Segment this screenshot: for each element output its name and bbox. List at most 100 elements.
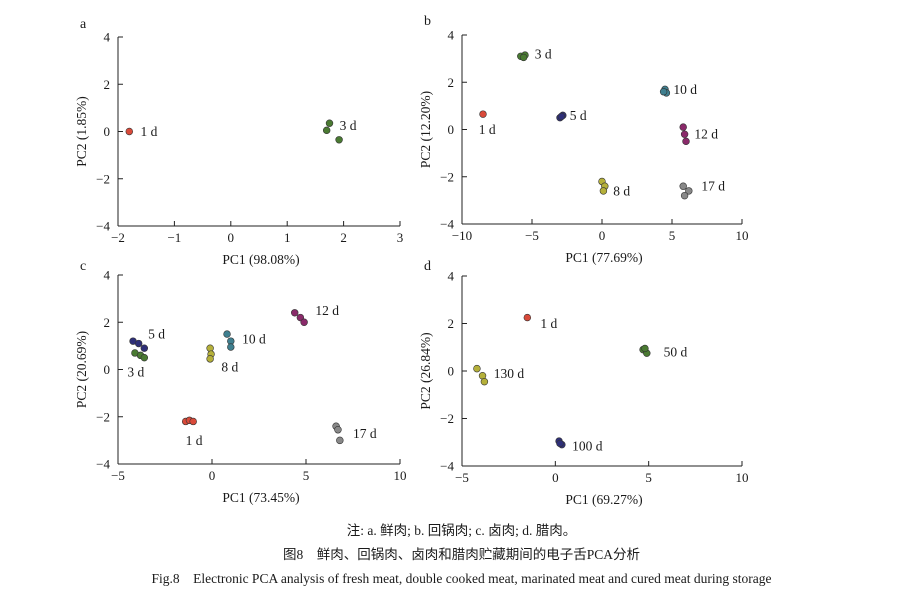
series-5d: 5 d [556, 108, 587, 123]
x-tick-label: 0 [209, 468, 216, 483]
data-point [599, 187, 608, 195]
data-point [682, 137, 690, 146]
series-8d: 8 d [206, 344, 239, 375]
series-label: 12 d [315, 303, 339, 318]
y-tick-label: 4 [448, 269, 455, 284]
data-point [227, 343, 235, 351]
data-point [523, 313, 532, 322]
series-1d: 1 d [479, 110, 496, 137]
figure-caption-english: Fig.8 Electronic PCA analysis of fresh m… [151, 571, 772, 586]
x-tick-label: 0 [228, 230, 235, 245]
y-tick-label: −2 [440, 411, 454, 426]
x-tick-label: 2 [340, 230, 347, 245]
data-point [556, 439, 564, 448]
x-tick-label: −10 [452, 228, 472, 243]
y-tick-label: 4 [104, 268, 111, 283]
x-tick-label: 10 [736, 470, 749, 485]
series-3d: 3 d [127, 349, 149, 379]
series-3d: 3 d [322, 118, 357, 144]
y-tick-label: −4 [96, 219, 110, 234]
x-axis-title: PC1 (98.08%) [222, 252, 299, 267]
series-label: 50 d [664, 345, 688, 360]
series-label: 1 d [540, 316, 557, 331]
data-point [641, 344, 649, 353]
panel-letter: d [424, 259, 431, 274]
panel-letter: c [80, 259, 86, 274]
data-point [335, 136, 343, 144]
x-tick-label: −5 [111, 468, 125, 483]
data-point [206, 355, 214, 363]
data-point [519, 53, 528, 62]
data-point [680, 130, 689, 138]
data-point [680, 191, 689, 200]
series-3d: 3 d [517, 46, 552, 61]
data-point [557, 112, 566, 121]
data-point [480, 377, 489, 386]
y-axis-title: PC2 (1.85%) [74, 96, 89, 167]
series-100d: 100 d [555, 437, 603, 453]
y-axis-title: PC2 (12.20%) [418, 91, 433, 168]
series-10d: 10 d [223, 330, 266, 351]
y-tick-label: −4 [440, 217, 454, 232]
series-10d: 10 d [659, 82, 697, 97]
y-tick-label: 0 [448, 122, 455, 137]
y-tick-label: −4 [96, 457, 110, 472]
x-tick-label: −5 [525, 228, 539, 243]
data-point [291, 309, 299, 317]
series-1d: 1 d [125, 124, 158, 139]
y-tick-label: 2 [448, 316, 455, 331]
series-label: 8 d [221, 360, 238, 375]
series-label: 10 d [673, 82, 697, 97]
x-tick-label: 10 [736, 228, 749, 243]
data-point [336, 436, 344, 445]
y-tick-label: 2 [448, 75, 455, 90]
series-label: 17 d [353, 426, 377, 441]
data-point [479, 110, 487, 118]
y-tick-label: 4 [104, 30, 111, 45]
x-tick-label: −1 [167, 230, 181, 245]
data-point [125, 127, 133, 136]
data-point [300, 318, 308, 326]
series-1d: 1 d [523, 313, 558, 331]
x-tick-label: 5 [645, 470, 652, 485]
series-label: 1 d [479, 122, 496, 137]
x-axis-title: PC1 (73.45%) [222, 490, 299, 505]
y-tick-label: −2 [96, 409, 110, 424]
series-label: 12 d [694, 127, 718, 142]
data-point [334, 426, 342, 434]
data-point [322, 126, 331, 135]
y-axis-title: PC2 (26.84%) [418, 332, 433, 409]
figure-caption-chinese: 图8 鲜肉、回锅肉、卤肉和腊肉贮藏期间的电子舌PCA分析 [282, 547, 640, 562]
x-tick-label: −5 [455, 470, 469, 485]
series-5d: 5 d [129, 327, 165, 352]
x-tick-label: 0 [552, 470, 559, 485]
series-50d: 50 d [639, 344, 688, 360]
series-label: 1 d [186, 433, 203, 448]
series-label: 3 d [535, 46, 552, 61]
data-point [679, 123, 687, 131]
y-tick-label: 0 [104, 362, 111, 377]
panel-b: b −10 −5 0 5 10 4 2 0 −2 −4 PC1 (77.69%) PC2 (12.20%… [418, 14, 749, 265]
series-17d: 17 d [332, 422, 377, 445]
series-label: 8 d [613, 183, 630, 198]
series-label: 3 d [340, 118, 357, 133]
series-label: 3 d [127, 364, 144, 379]
x-tick-label: 10 [394, 468, 407, 483]
y-tick-label: 0 [104, 124, 111, 139]
series-130d: 130 d [473, 364, 524, 386]
series-17d: 17 d [679, 179, 725, 200]
data-point [679, 182, 687, 190]
series-1d: 1 d [181, 416, 203, 448]
panel-d: d −5 0 5 10 4 2 0 −2 −4 PC1 (69.27%) PC2 (26.84%) 1 … [418, 259, 749, 507]
y-axis-title: PC2 (20.69%) [74, 331, 89, 408]
data-point [140, 353, 149, 362]
data-point [134, 339, 143, 348]
series-label: 100 d [572, 438, 603, 453]
data-point [189, 417, 197, 426]
series-12d: 12 d [291, 303, 339, 326]
x-tick-label: 1 [284, 230, 291, 245]
series-label: 5 d [148, 327, 165, 342]
data-point [473, 364, 481, 373]
